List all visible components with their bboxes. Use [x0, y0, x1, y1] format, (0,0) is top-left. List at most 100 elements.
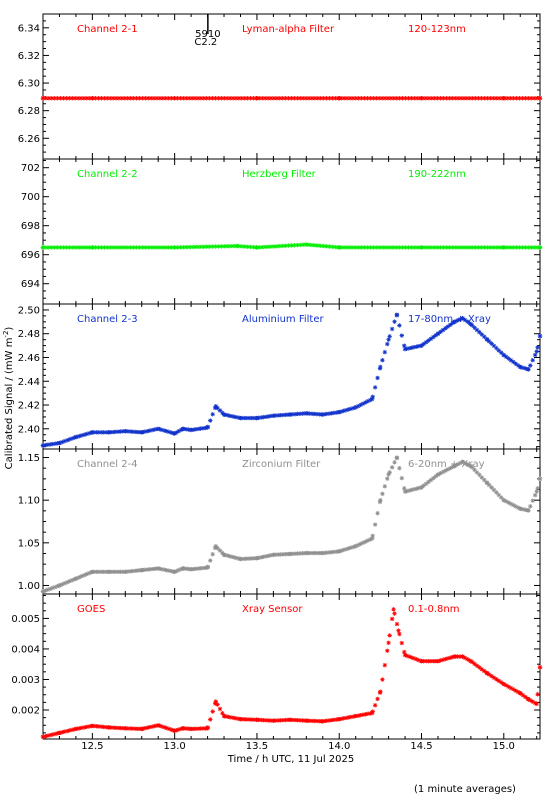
- data-point: [496, 348, 501, 353]
- data-point: [134, 96, 139, 101]
- data-point: [324, 96, 329, 101]
- data-point: [415, 245, 420, 250]
- data-point: [324, 411, 329, 417]
- data-point: [444, 96, 449, 101]
- data-point: [137, 96, 142, 101]
- data-point: [135, 568, 140, 573]
- data-point: [123, 428, 128, 434]
- data-point: [148, 245, 154, 250]
- data-point: [435, 245, 440, 250]
- data-point: [511, 245, 516, 250]
- data-point: [186, 244, 192, 250]
- data-point: [360, 401, 366, 406]
- data-point: [426, 479, 431, 485]
- data-point: [62, 729, 68, 734]
- data-point: [274, 96, 280, 101]
- data-point: [189, 244, 195, 250]
- data-point: [86, 431, 92, 436]
- data-point: [139, 567, 144, 573]
- data-point: [388, 96, 394, 101]
- data-point: [132, 726, 138, 731]
- data-point: [183, 566, 189, 571]
- data-point: [216, 96, 221, 101]
- data-point: [70, 245, 75, 250]
- data-point: [232, 414, 237, 420]
- panel-filter-label: Lyman-alpha Filter: [242, 24, 335, 35]
- data-point: [505, 96, 511, 101]
- data-point: [440, 327, 446, 333]
- x-tick-label: 13.5: [246, 741, 268, 752]
- data-point: [511, 359, 516, 365]
- data-point: [423, 340, 429, 345]
- data-point: [520, 365, 526, 370]
- data-point: [96, 724, 101, 729]
- panel-filter-label: Xray Sensor: [242, 604, 303, 615]
- data-point: [246, 556, 252, 561]
- data-point: [300, 96, 306, 101]
- data-point: [98, 430, 104, 435]
- data-point: [271, 718, 276, 723]
- data-point: [419, 343, 424, 348]
- data-point: [163, 96, 168, 101]
- data-point: [169, 245, 174, 250]
- data-point: [176, 428, 181, 434]
- data-point: [101, 430, 106, 435]
- data-point: [411, 656, 417, 661]
- data-point: [249, 415, 254, 421]
- data-point: [118, 429, 123, 434]
- data-point: [90, 569, 95, 575]
- data-point: [106, 430, 112, 435]
- data-point: [337, 245, 342, 250]
- data-point: [518, 691, 523, 696]
- data-point: [224, 96, 230, 101]
- data-point: [249, 556, 254, 561]
- data-point: [72, 435, 77, 440]
- data-point: [172, 728, 177, 733]
- data-point: [286, 243, 291, 248]
- data-point: [98, 724, 104, 729]
- data-point: [64, 245, 69, 250]
- data-point: [67, 728, 72, 733]
- data-point: [65, 580, 70, 585]
- data-point: [435, 331, 441, 336]
- data-point: [368, 245, 373, 250]
- series-points: [40, 312, 543, 448]
- data-point: [67, 579, 72, 584]
- data-point: [103, 724, 109, 730]
- data-point: [304, 242, 309, 247]
- data-point: [453, 245, 458, 250]
- data-point: [499, 350, 504, 355]
- data-point: [245, 96, 250, 101]
- data-point: [428, 336, 434, 342]
- data-point: [45, 733, 51, 738]
- data-point: [312, 243, 318, 248]
- data-point: [404, 489, 409, 494]
- data-point: [149, 427, 155, 433]
- data-point: [397, 245, 402, 250]
- data-point: [392, 460, 397, 465]
- data-point: [176, 727, 181, 732]
- data-point: [482, 334, 487, 339]
- data-point: [399, 476, 405, 481]
- data-point: [306, 242, 312, 247]
- data-point: [280, 96, 285, 101]
- x-tick-label: 14.5: [410, 741, 432, 752]
- data-point: [411, 345, 417, 350]
- data-point: [517, 96, 522, 101]
- data-point: [334, 549, 339, 554]
- data-point: [142, 567, 148, 572]
- data-point: [292, 551, 298, 556]
- data-point: [43, 588, 48, 593]
- data-point: [287, 717, 293, 722]
- data-point: [174, 728, 179, 733]
- data-point: [423, 481, 429, 487]
- data-point: [113, 429, 118, 435]
- data-point: [163, 245, 168, 250]
- data-point: [198, 566, 203, 571]
- data-point: [356, 245, 361, 250]
- data-point: [249, 717, 254, 722]
- data-point: [176, 567, 181, 573]
- data-point: [230, 243, 236, 249]
- data-point: [452, 319, 457, 325]
